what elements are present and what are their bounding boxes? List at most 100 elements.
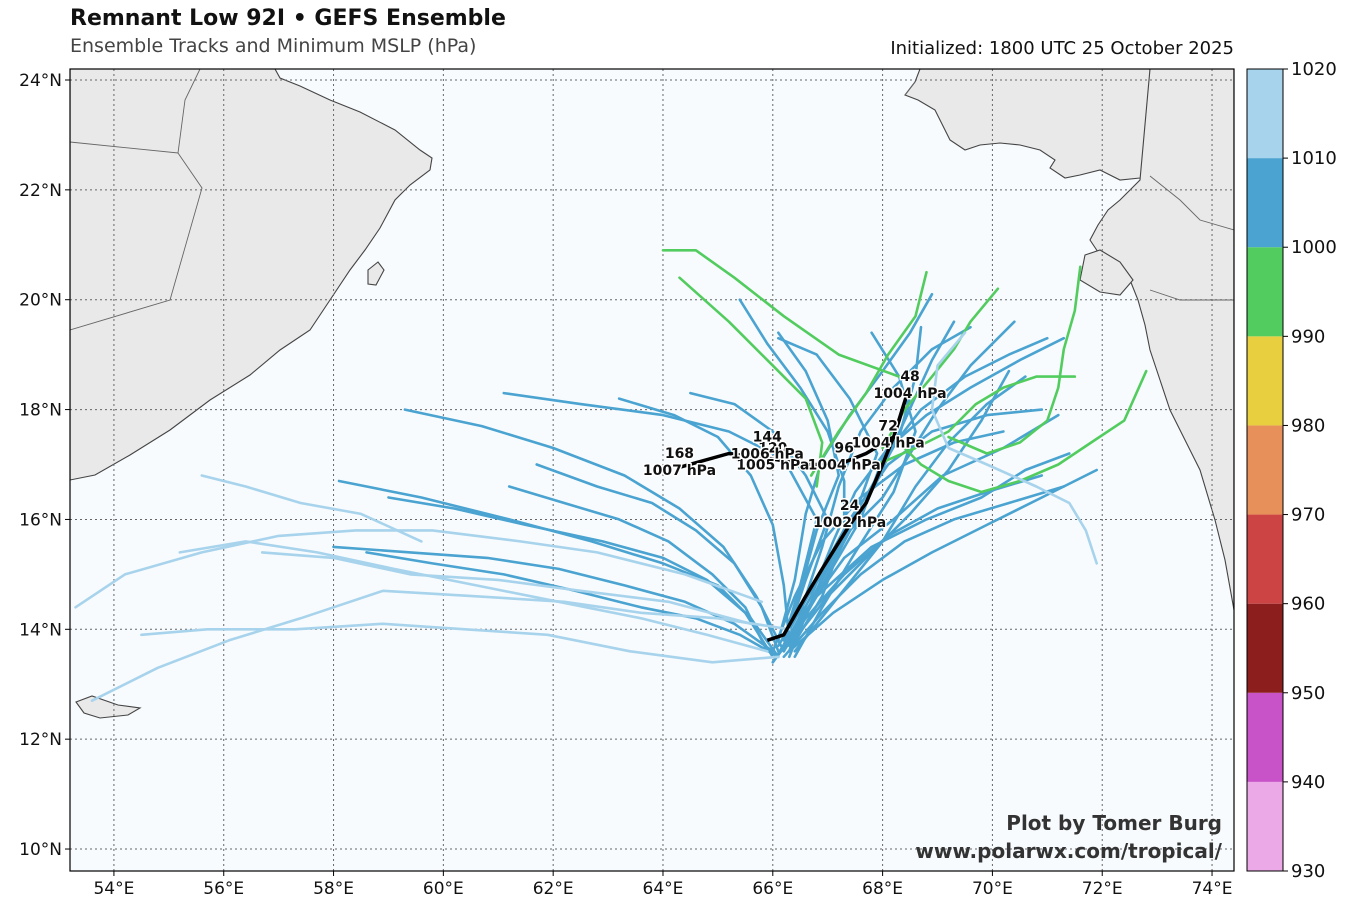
colorbar-label: 960 — [1291, 594, 1325, 615]
ensemble-member-track — [782, 336, 1049, 648]
map-frame — [69, 68, 1235, 872]
colorbar-segment — [1247, 158, 1283, 248]
pressure-label: 1002 hPa — [813, 515, 886, 531]
ensemble-member-track — [502, 391, 818, 642]
ensemble-member-track — [771, 474, 1044, 664]
ensemble-member-track — [403, 408, 786, 653]
lat-tick-label: 14°N — [19, 620, 62, 640]
lon-tick-label: 62°E — [533, 879, 574, 899]
lon-tick-label: 70°E — [972, 879, 1013, 899]
border-line — [1149, 175, 1234, 231]
lon-tick-label: 58°E — [313, 879, 354, 899]
pressure-label: 1004 hPa — [808, 458, 881, 474]
ensemble-member-track — [689, 391, 829, 648]
chart-title: Remnant Low 92I • GEFS Ensemble — [70, 6, 506, 31]
india-west-coast — [1089, 69, 1234, 611]
ensemble-tracks — [74, 249, 1148, 702]
colorbar-label: 980 — [1291, 415, 1325, 436]
pressure-colorbar: 930 940 950 960 970 980 990 1000 1010 1020 — [1246, 59, 1337, 882]
ensemble-member-track — [930, 331, 1098, 565]
lat-tick-label: 20°N — [19, 291, 62, 311]
masirah-island — [367, 261, 385, 286]
colorbar-segment — [1247, 425, 1283, 515]
colorbar-segment — [1247, 603, 1283, 693]
lat-tick-label: 22°N — [19, 181, 62, 201]
forecast-hour-label: 144 — [753, 430, 782, 446]
forecast-hour-label: 120 — [758, 441, 787, 457]
ensemble-member-track — [892, 369, 1148, 494]
forecast-hour-label: 96 — [834, 441, 853, 457]
colorbar-label: 940 — [1291, 772, 1325, 793]
mean-track-line — [679, 391, 910, 642]
colorbar-segment — [1247, 336, 1283, 426]
axis-labels: 54°E 56°E 58°E 60°E 62°E 64°E 66°E 68°E 70°E 72°E… — [19, 71, 1232, 899]
colorbar-label: 970 — [1291, 505, 1325, 526]
lon-tick-label: 64°E — [643, 879, 684, 899]
credit-line-2: www.polarwx.com/tropical/ — [915, 839, 1222, 863]
ensemble-member-track — [788, 468, 1098, 653]
colorbar-segment — [1247, 247, 1283, 337]
ensemble-member-track — [337, 479, 780, 659]
lat-tick-label: 18°N — [19, 401, 62, 421]
lon-tick-label: 74°E — [1192, 879, 1233, 899]
arabian-peninsula-landmass — [70, 69, 433, 481]
lat-tick-label: 10°N — [19, 840, 62, 860]
lat-tick-label: 12°N — [19, 730, 62, 750]
colorbar-label: 930 — [1291, 861, 1325, 882]
ensemble-member-track — [738, 298, 846, 653]
kathiawar-peninsula — [1079, 249, 1134, 296]
country-borders — [70, 69, 1234, 331]
initialized-time: Initialized: 1800 UTC 25 October 2025 — [890, 38, 1234, 59]
lon-tick-label: 54°E — [93, 879, 134, 899]
ensemble-member-track — [200, 474, 423, 543]
pressure-label: 1006 hPa — [731, 447, 804, 463]
ensemble-member-track — [777, 336, 879, 642]
lon-tick-label: 60°E — [423, 879, 464, 899]
ensemble-member-track — [678, 276, 824, 488]
ensemble-member-track — [507, 485, 769, 653]
colorbar-segment — [1247, 69, 1283, 159]
colorbar-label: 1010 — [1291, 148, 1337, 169]
pressure-label: 1005 hPa — [736, 458, 809, 474]
ensemble-member-track — [788, 369, 1011, 648]
pakistan-coast — [845, 69, 1151, 181]
colorbar-label: 1000 — [1291, 237, 1337, 258]
pressure-label: 1004 hPa — [873, 386, 946, 402]
colorbar-label: 1020 — [1291, 59, 1337, 80]
border-line — [904, 81, 916, 96]
ensemble-member-track — [771, 430, 1005, 653]
colorbar-segment — [1247, 692, 1283, 782]
forecast-hour-label: 24 — [840, 498, 860, 514]
pressure-label: 1004 hPa — [852, 436, 925, 452]
colorbar-segment — [1247, 514, 1283, 604]
ensemble-member-track — [365, 551, 780, 659]
lat-tick-label: 16°N — [19, 510, 62, 530]
forecast-hour-label: 168 — [665, 446, 694, 462]
ensemble-member-track — [74, 529, 764, 609]
ensemble-member-track — [782, 485, 1066, 659]
chart-subtitle: Ensemble Tracks and Minimum MSLP (hPa) — [70, 35, 477, 57]
forecast-hour-label: 48 — [900, 369, 919, 385]
ensemble-member-track — [777, 331, 840, 648]
land-layer — [70, 69, 1234, 719]
lon-tick-label: 68°E — [862, 879, 903, 899]
ensemble-member-track — [140, 622, 780, 664]
colorbar-frame — [1246, 68, 1284, 872]
pressure-label: 1007 hPa — [643, 463, 716, 479]
colorbar-segment — [1247, 781, 1283, 871]
ensemble-member-track — [809, 270, 928, 477]
ensemble-member-track — [90, 589, 791, 702]
ensemble-member-track — [947, 265, 1082, 455]
colorbar-label: 990 — [1291, 326, 1325, 347]
credit-line-1: Plot by Tomer Burg — [1006, 811, 1222, 835]
lon-tick-label: 66°E — [752, 879, 793, 899]
ensemble-member-track — [661, 249, 901, 378]
lon-tick-label: 72°E — [1082, 879, 1123, 899]
ensemble-member-track — [617, 397, 791, 642]
ensemble-member-track — [178, 540, 769, 653]
ensemble-member-track — [875, 375, 1077, 466]
lat-tick-label: 24°N — [19, 71, 62, 91]
colorbar-label: 950 — [1291, 683, 1325, 704]
